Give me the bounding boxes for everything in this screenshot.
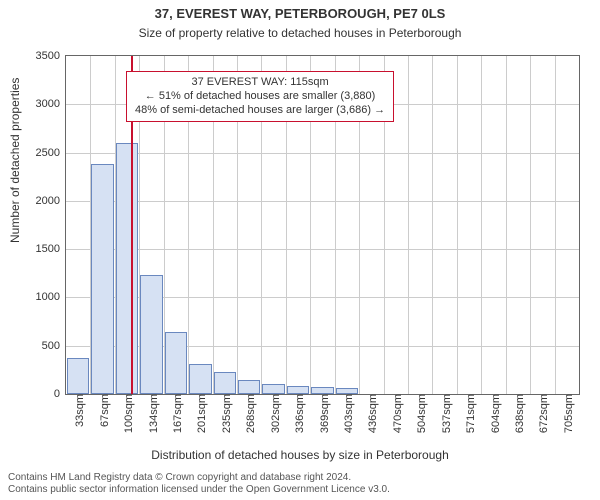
y-tick-label: 3500 — [36, 50, 66, 62]
gridline-v — [408, 56, 409, 394]
histogram-bar — [336, 388, 358, 394]
x-tick-label: 268sqm — [241, 394, 257, 433]
y-tick-label: 500 — [42, 340, 66, 352]
x-tick-label: 369sqm — [315, 394, 331, 433]
footer-line-2: Contains public sector information licen… — [8, 484, 390, 496]
gridline-v — [457, 56, 458, 394]
x-tick-label: 638sqm — [510, 394, 526, 433]
x-tick-label: 436sqm — [363, 394, 379, 433]
annotation-line-2: ← 51% of detached houses are smaller (3,… — [135, 90, 385, 104]
histogram-bar — [287, 386, 309, 394]
gridline-h — [66, 249, 579, 250]
x-tick-label: 403sqm — [339, 394, 355, 433]
histogram-bar — [67, 358, 89, 394]
chart-container: 37, EVEREST WAY, PETERBOROUGH, PE7 0LS S… — [0, 0, 600, 500]
page-subtitle: Size of property relative to detached ho… — [0, 26, 600, 40]
histogram-bar — [311, 387, 333, 394]
y-tick-label: 3000 — [36, 98, 66, 110]
gridline-v — [555, 56, 556, 394]
x-tick-label: 336sqm — [290, 394, 306, 433]
histogram-bar — [91, 164, 113, 394]
x-tick-label: 134sqm — [144, 394, 160, 433]
x-tick-label: 235sqm — [217, 394, 233, 433]
y-axis-label: Number of detached properties — [8, 78, 22, 243]
y-tick-label: 2000 — [36, 195, 66, 207]
page-title: 37, EVEREST WAY, PETERBOROUGH, PE7 0LS — [0, 6, 600, 21]
x-tick-label: 672sqm — [534, 394, 550, 433]
y-tick-label: 0 — [54, 388, 66, 400]
gridline-v — [530, 56, 531, 394]
y-tick-label: 1000 — [36, 291, 66, 303]
x-tick-label: 571sqm — [461, 394, 477, 433]
y-tick-label: 2500 — [36, 147, 66, 159]
gridline-v — [481, 56, 482, 394]
x-tick-label: 67sqm — [95, 394, 111, 427]
x-axis-label: Distribution of detached houses by size … — [0, 448, 600, 462]
gridline-h — [66, 201, 579, 202]
histogram-bar — [238, 380, 260, 394]
y-tick-label: 1500 — [36, 243, 66, 255]
x-tick-label: 100sqm — [119, 394, 135, 433]
histogram-bar — [165, 332, 187, 394]
x-tick-label: 33sqm — [70, 394, 86, 427]
annotation-line-3: 48% of semi-detached houses are larger (… — [135, 104, 385, 118]
x-tick-label: 504sqm — [412, 394, 428, 433]
x-tick-label: 167sqm — [168, 394, 184, 433]
annotation-line-1: 37 EVEREST WAY: 115sqm — [135, 76, 385, 90]
marker-annotation: 37 EVEREST WAY: 115sqm ← 51% of detached… — [126, 71, 394, 122]
gridline-h — [66, 153, 579, 154]
attribution-footer: Contains HM Land Registry data © Crown c… — [8, 472, 390, 496]
gridline-v — [432, 56, 433, 394]
x-tick-label: 604sqm — [486, 394, 502, 433]
histogram-bar — [189, 364, 211, 394]
x-tick-label: 705sqm — [559, 394, 575, 433]
x-tick-label: 470sqm — [388, 394, 404, 433]
gridline-v — [506, 56, 507, 394]
plot-area: 050010001500200025003000350033sqm67sqm10… — [65, 55, 580, 395]
histogram-bar — [214, 372, 236, 394]
x-tick-label: 537sqm — [437, 394, 453, 433]
footer-line-1: Contains HM Land Registry data © Crown c… — [8, 472, 390, 484]
x-tick-label: 201sqm — [192, 394, 208, 433]
x-tick-label: 302sqm — [266, 394, 282, 433]
histogram-bar — [262, 384, 284, 394]
histogram-bar — [140, 275, 162, 394]
histogram-bar — [116, 143, 138, 394]
